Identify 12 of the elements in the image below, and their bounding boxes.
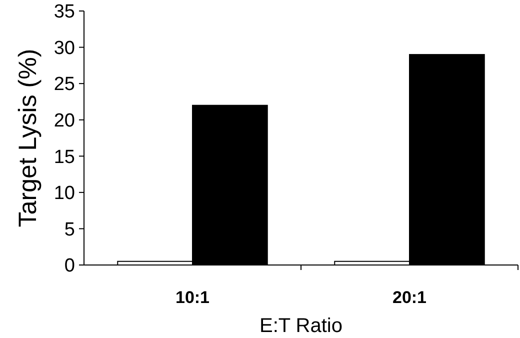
y-axis-title: Target Lysis (%) [14, 48, 42, 228]
y-tick-label: 5 [64, 219, 75, 240]
y-tick-label: 30 [54, 38, 75, 59]
y-tick-label: 20 [54, 110, 75, 132]
y-tick-label: 35 [54, 2, 75, 23]
y-tick-label: 25 [54, 74, 75, 96]
y-tick-label: 15 [54, 146, 75, 168]
x-axis-title: E:T Ratio [260, 315, 342, 337]
x-tick-label: 20:1 [392, 288, 427, 307]
y-tick-label: 10 [54, 183, 75, 204]
x-tick-label: 10:1 [175, 288, 210, 307]
y-tick-label: 0 [64, 256, 75, 277]
